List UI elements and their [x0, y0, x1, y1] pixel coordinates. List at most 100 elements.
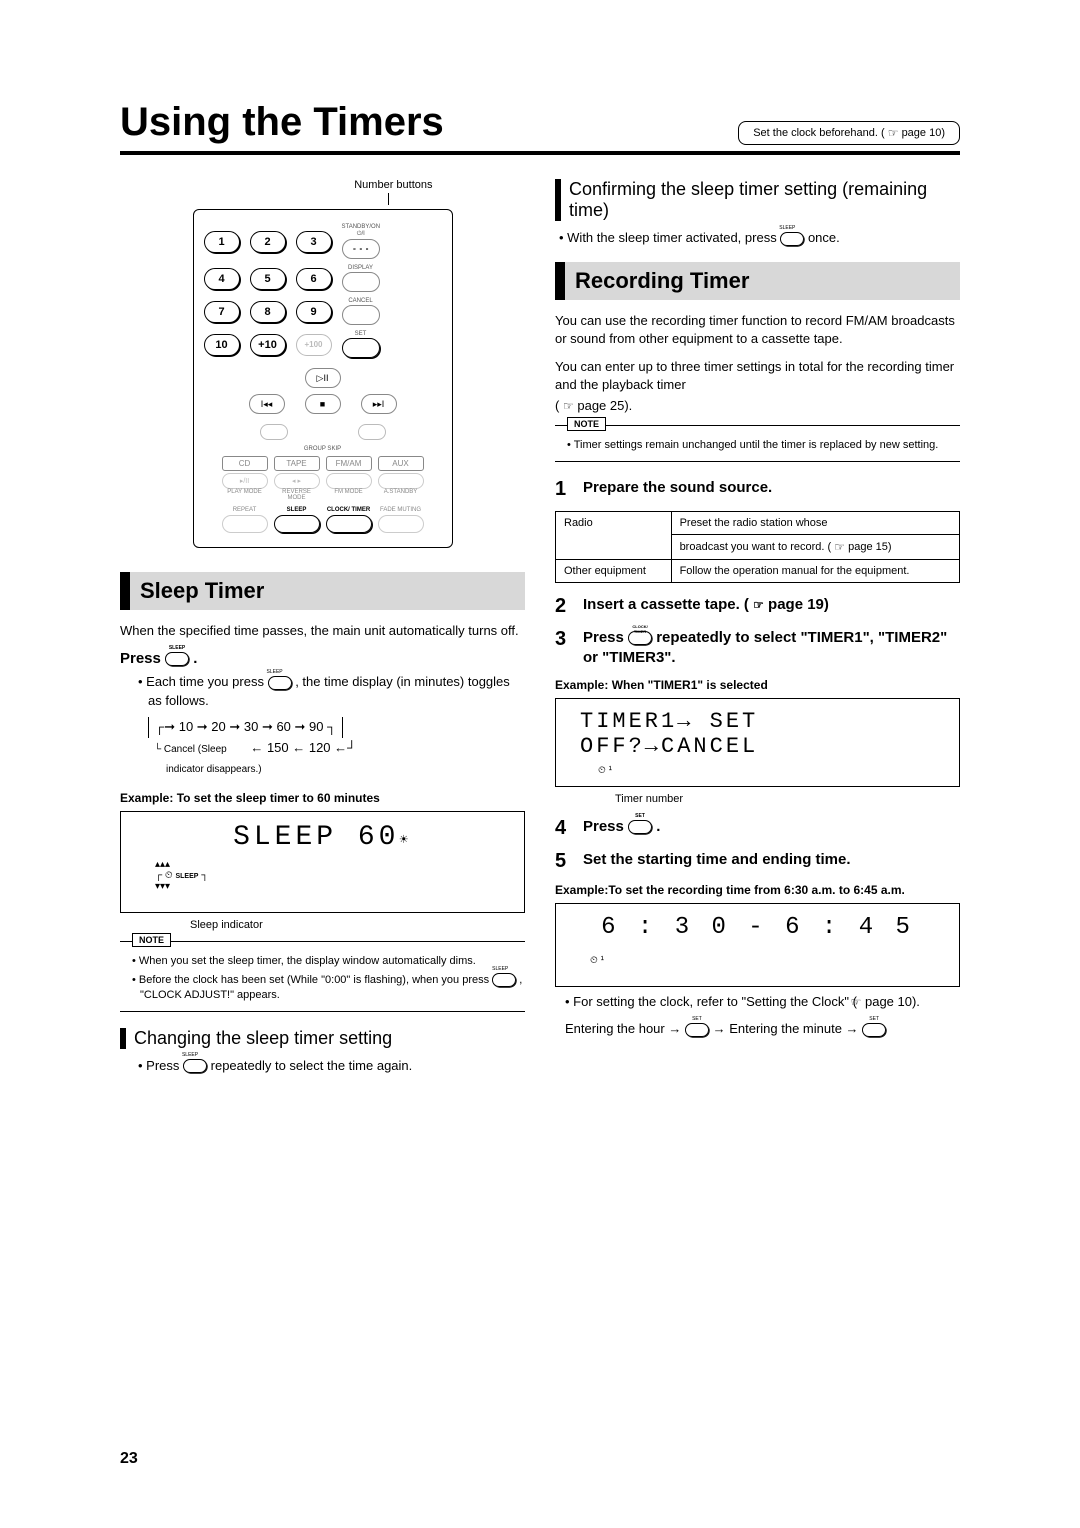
step-5-text: Set the starting time and ending time. [583, 850, 960, 873]
press-sleep-heading: Press SLEEP . [120, 650, 525, 667]
fmam-button[interactable]: FM/AM [326, 456, 372, 471]
standby-label: STANDBY/ON [342, 224, 381, 230]
time-display-main: 6 : 3 0 - 6 : 4 5 [570, 914, 945, 941]
num-5-button[interactable]: 5 [250, 268, 286, 290]
left-column: Number buttons 1 2 3 STANDBY/ON⏻/I∘ ∘ ∘ … [120, 179, 525, 1080]
num-10-button[interactable]: 10 [204, 334, 240, 356]
main-columns: Number buttons 1 2 3 STANDBY/ON⏻/I∘ ∘ ∘ … [120, 179, 960, 1080]
next-button[interactable]: ▸▸I [361, 394, 397, 414]
cd-button[interactable]: CD [222, 456, 268, 471]
prev-button[interactable]: I◂◂ [249, 394, 285, 414]
hand-icon-10b: ☞ [861, 994, 862, 1011]
example-60min: Example: To set the sleep timer to 60 mi… [120, 791, 525, 805]
step-3-num: 3 [555, 628, 573, 669]
recording-note-item: • Timer settings remain unchanged until … [555, 438, 960, 453]
sleep-icon-button: SLEEP [165, 652, 189, 666]
num-7-button[interactable]: 7 [204, 301, 240, 323]
right-column: Confirming the sleep timer setting (rema… [555, 179, 960, 1080]
changing-bullet: • Press SLEEP repeatedly to select the t… [120, 1057, 525, 1076]
step-5-num: 5 [555, 850, 573, 873]
num-2-button[interactable]: 2 [250, 231, 286, 253]
step-3: 3 Press CLOCK/ TIMER repeatedly to selec… [555, 628, 960, 669]
skip-fwd-button[interactable] [358, 424, 386, 440]
fade-button[interactable] [378, 515, 424, 533]
time-display-box: 6 : 3 0 - 6 : 4 5 ⏲ ¹ [555, 903, 960, 987]
hand-icon-15: ☞ [834, 540, 845, 554]
group-skip-label: GROUP SKIP [304, 446, 341, 452]
mode-ind-3[interactable] [326, 473, 372, 489]
example-timer1: Example: When "TIMER1" is selected [555, 678, 960, 692]
num-1-button[interactable]: 1 [204, 231, 240, 253]
fade-label: FADE MUTING [378, 507, 424, 513]
clock-note-box: Set the clock beforehand. ( ☞ page 10) [738, 121, 960, 145]
set-icon-seq2: SET [862, 1023, 886, 1037]
repeat-button[interactable] [222, 515, 268, 533]
press-label: Press [120, 650, 165, 667]
cancel-label: CANCEL [348, 298, 372, 304]
number-buttons-label: Number buttons [193, 179, 433, 191]
num-8-button[interactable]: 8 [250, 301, 286, 323]
timer1-line2: OFF?→CANCEL [570, 734, 945, 759]
sleep-display-main: SLEEP 60☀ [135, 822, 510, 853]
step-2-num: 2 [555, 595, 573, 618]
recording-intro-2: You can enter up to three timer settings… [555, 358, 960, 394]
sleep-button-remote[interactable] [274, 515, 320, 533]
time-display-sub: ⏲ ¹ [570, 955, 945, 966]
mode-ind-1[interactable]: ▸/II [222, 473, 268, 489]
mode-ind-2[interactable]: ◂ ▸ [274, 473, 320, 489]
display-label: DISPLAY [348, 265, 373, 271]
step-1: 1 Prepare the sound source. [555, 478, 960, 501]
page-header: Using the Timers Set the clock beforehan… [120, 100, 960, 155]
note-1: • When you set the sleep timer, the disp… [120, 954, 525, 969]
num-3-button[interactable]: 3 [296, 231, 332, 253]
timer1-line1: TIMER1→ SET [570, 709, 945, 734]
set-icon-4: SET [628, 820, 652, 834]
step-2-text: Insert a cassette tape. ( ☞ page 19) [583, 595, 960, 618]
play-mode-label: PLAY MODE [222, 489, 268, 501]
example-rec-time: Example:To set the recording time from 6… [555, 883, 960, 897]
number-grid: 1 2 3 STANDBY/ON⏻/I∘ ∘ ∘ 4 5 6 DISPLAY 7… [204, 224, 442, 358]
page-number: 23 [120, 1450, 138, 1468]
clocktimer-button-remote[interactable] [326, 515, 372, 533]
stop-button[interactable]: ■ [305, 394, 341, 414]
sleep-icon-note: SLEEP [492, 973, 516, 987]
remote-diagram: Number buttons 1 2 3 STANDBY/ON⏻/I∘ ∘ ∘ … [193, 179, 453, 548]
sleep-icon-changing: SLEEP [183, 1059, 207, 1073]
enter-sequence: Entering the hour → SET → Entering the m… [555, 1020, 960, 1038]
mode-ind-4[interactable] [378, 473, 424, 489]
num-plus100-button[interactable]: +100 [296, 334, 332, 356]
reverse-mode-label: REVERSE MODE [274, 489, 320, 501]
fm-mode-label: FM MODE [326, 489, 372, 501]
play-pause-button[interactable]: ▷II [305, 368, 341, 388]
aux-button[interactable]: AUX [378, 456, 424, 471]
note-tag-r: NOTE [567, 417, 606, 431]
num-4-button[interactable]: 4 [204, 268, 240, 290]
changing-header: Changing the sleep timer setting [120, 1028, 525, 1049]
hand-icon-19: ☞ [753, 597, 764, 613]
sleep-bullet-1: • Each time you press SLEEP , the time d… [120, 673, 525, 711]
tape-button[interactable]: TAPE [274, 456, 320, 471]
step-1-num: 1 [555, 478, 573, 501]
hand-icon: ☞ [888, 126, 899, 140]
num-9-button[interactable]: 9 [296, 301, 332, 323]
set-icon-seq1: SET [685, 1023, 709, 1037]
cancel-button[interactable] [342, 305, 380, 325]
note-tag: NOTE [132, 933, 171, 947]
display-button[interactable] [342, 272, 380, 292]
sleep-note-box: NOTE • When you set the sleep timer, the… [120, 941, 525, 1012]
clocktimer-icon: CLOCK/ TIMER [628, 631, 652, 645]
step-4-num: 4 [555, 817, 573, 840]
sleep-display-box: SLEEP 60☀ ▴▴▴ ┌ ⏲ SLEEP ┐ ▾▾▾ [120, 811, 525, 913]
sleep-icon-confirm: SLEEP [780, 232, 804, 246]
repeat-label: REPEAT [222, 507, 268, 513]
set-button-remote[interactable] [342, 338, 380, 358]
skip-back-button[interactable] [260, 424, 288, 440]
set-label: SET [355, 331, 367, 337]
remote-body: 1 2 3 STANDBY/ON⏻/I∘ ∘ ∘ 4 5 6 DISPLAY 7… [193, 209, 453, 548]
standby-button[interactable]: ∘ ∘ ∘ [342, 239, 380, 259]
clock-note-text-a: Set the clock beforehand. ( [753, 127, 884, 139]
note-2: • Before the clock has been set (While "… [120, 973, 525, 1003]
recording-intro-1: You can use the recording timer function… [555, 312, 960, 348]
num-6-button[interactable]: 6 [296, 268, 332, 290]
num-plus10-button[interactable]: +10 [250, 334, 286, 356]
